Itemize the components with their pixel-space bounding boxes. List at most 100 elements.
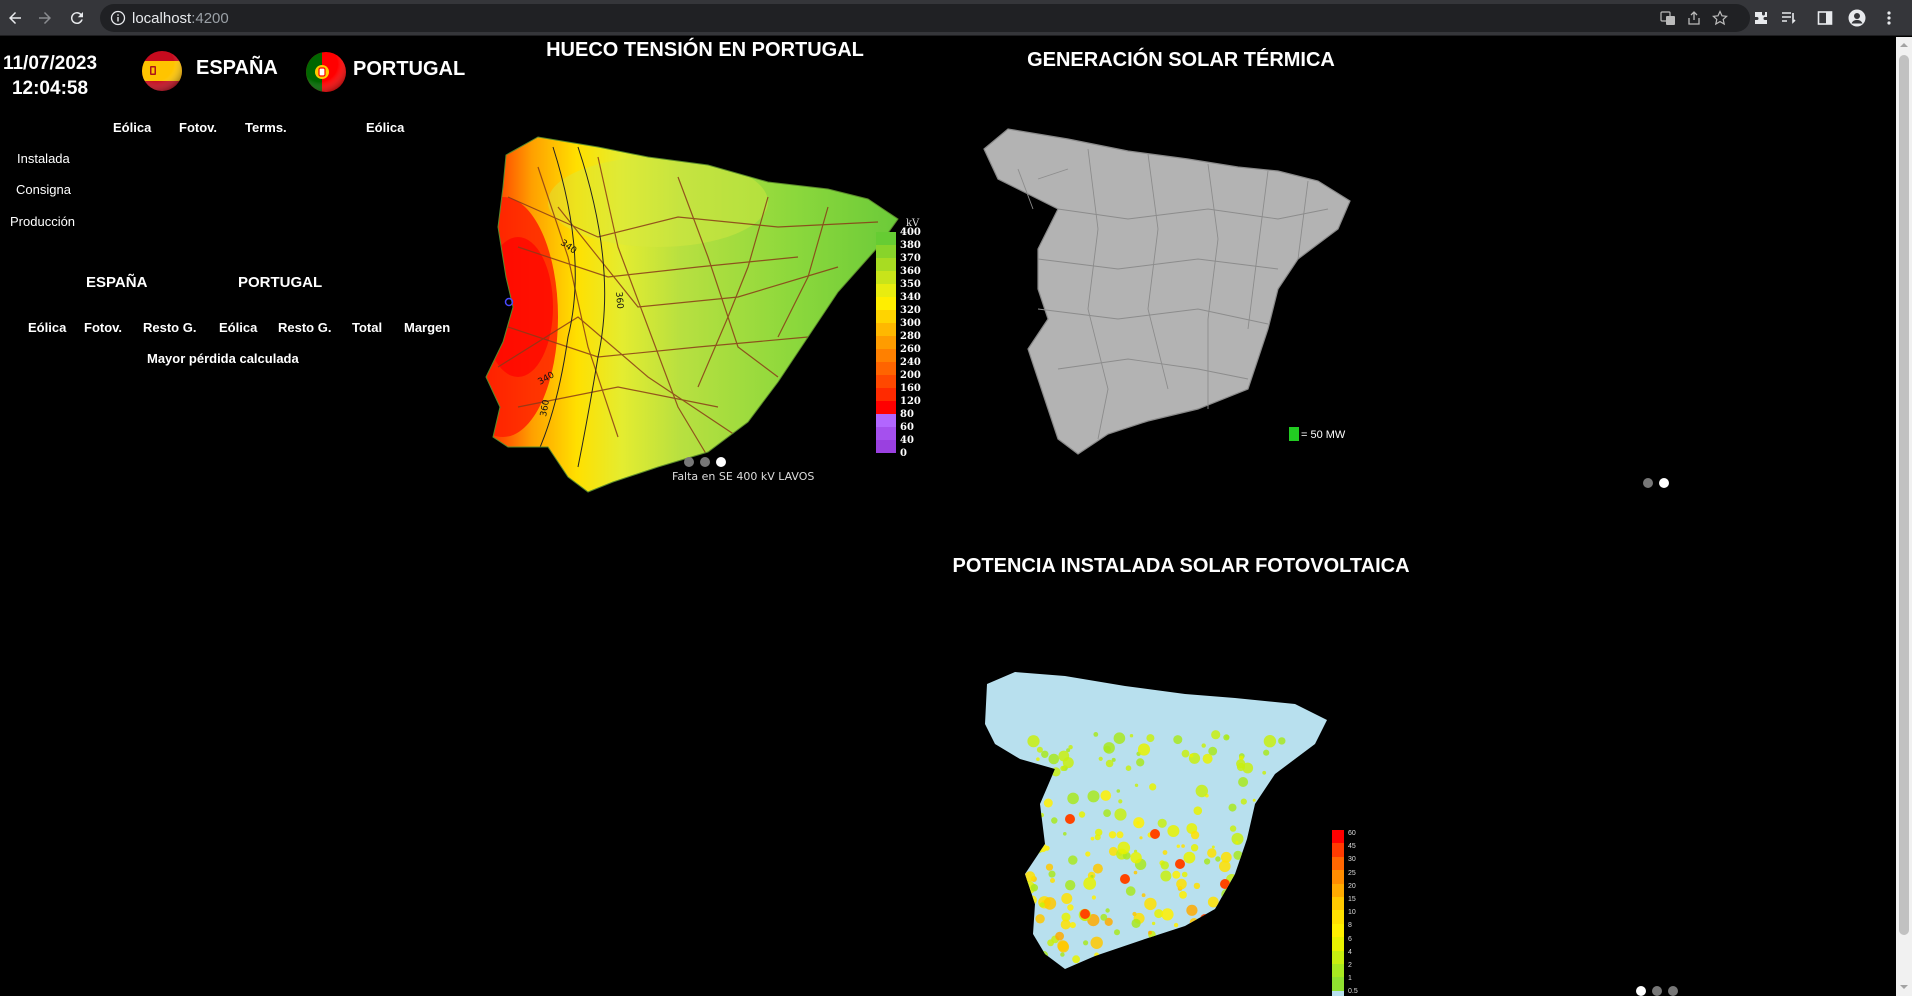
- fault-location-marker: [504, 297, 514, 307]
- voltage-panel-title: HUECO TENSIÓN EN PORTUGAL: [546, 39, 864, 61]
- carousel-dot[interactable]: [1659, 478, 1669, 488]
- voltage-legend-swatch: [876, 245, 896, 258]
- voltage-legend-swatch: [876, 414, 896, 427]
- dashboard-page: 11/07/2023 12:04:58 ESPAÑA PORTUGAL Eóli…: [0, 37, 1896, 996]
- pv-legend-value: 2: [1348, 961, 1352, 969]
- t2-footer-mayor-perdida: Mayor pérdida calculada: [147, 351, 299, 366]
- pv-legend-swatch: [1332, 963, 1344, 978]
- voltage-legend-swatch: [876, 310, 896, 323]
- thermal-map-spain: [983, 128, 1351, 455]
- pv-legend-value: 60: [1348, 830, 1356, 837]
- carousel-dot[interactable]: [684, 457, 694, 467]
- pv-legend-swatch: [1332, 896, 1344, 911]
- t2-col-eolica-es: Eólica: [28, 320, 67, 335]
- pv-density-map: [985, 672, 1327, 969]
- carousel-dot[interactable]: [716, 457, 726, 467]
- voltage-legend-value: 60: [900, 422, 914, 433]
- t2-col-resto-pt: Resto G.: [278, 320, 332, 335]
- voltage-legend-value: 0: [900, 448, 907, 459]
- voltage-legend-value: 400: [900, 227, 921, 238]
- voltage-legend-swatch: [876, 336, 896, 349]
- t1-row-consigna: Consigna: [16, 182, 71, 197]
- voltage-legend-value: 350: [900, 279, 921, 290]
- carousel-dot[interactable]: [1636, 986, 1646, 996]
- profile-icon[interactable]: [1844, 5, 1870, 31]
- voltage-legend-swatch: [876, 401, 896, 414]
- t1-col-fotov: Fotov.: [179, 120, 218, 135]
- extensions-icon[interactable]: [1748, 5, 1774, 31]
- pv-legend-swatch: [1332, 856, 1344, 871]
- voltage-legend-value: 120: [900, 396, 921, 407]
- pv-legend-swatch: [1332, 937, 1344, 951]
- voltage-legend-swatch: [876, 284, 896, 297]
- thermal-legend-label: = 50 MW: [1301, 429, 1346, 441]
- voltage-legend-swatch: [876, 232, 896, 245]
- reload-icon[interactable]: [62, 0, 92, 36]
- voltage-legend-value: 300: [900, 318, 921, 329]
- forward-icon[interactable]: [30, 0, 60, 36]
- pv-legend-value: 0.5: [1348, 988, 1358, 996]
- voltage-legend-swatch: [876, 375, 896, 388]
- side-panel-icon[interactable]: [1812, 5, 1838, 31]
- voltage-legend-swatch: [876, 297, 896, 310]
- voltage-legend-swatch: [876, 258, 896, 271]
- t2-col-margen: Margen: [404, 320, 451, 335]
- t2-group-portugal: PORTUGAL: [238, 274, 323, 291]
- carousel-dot[interactable]: [1643, 478, 1653, 488]
- pv-legend-swatch: [1332, 830, 1344, 844]
- voltage-legend-swatch: [876, 271, 896, 284]
- pv-legend-swatch: [1332, 977, 1344, 991]
- t2-col-resto-es: Resto G.: [143, 320, 197, 335]
- current-time: 12:04:58: [11, 78, 89, 99]
- voltage-legend-value: 340: [900, 292, 921, 303]
- share-icon[interactable]: [1680, 4, 1708, 32]
- pv-legend-swatch: [1332, 950, 1344, 964]
- voltage-carousel-dots[interactable]: [684, 457, 726, 467]
- pv-legend-swatch: [1332, 923, 1344, 938]
- site-info-icon[interactable]: [104, 4, 132, 32]
- voltage-legend-unit: kV: [906, 218, 920, 229]
- voltage-legend-value: 260: [900, 344, 921, 355]
- contour-label-360-a: 360: [613, 291, 624, 309]
- t2-col-eolica-pt: Eólica: [219, 320, 258, 335]
- voltage-legend-value: 320: [900, 305, 921, 316]
- page-scrollbar[interactable]: [1896, 37, 1912, 996]
- back-icon[interactable]: [0, 0, 30, 36]
- carousel-dot[interactable]: [700, 457, 710, 467]
- reading-list-icon[interactable]: [1776, 5, 1802, 31]
- pv-legend-value: 30: [1348, 856, 1356, 864]
- pv-carousel-dots[interactable]: [1636, 986, 1678, 996]
- t1-row-instalada: Instalada: [17, 151, 70, 166]
- carousel-dot[interactable]: [1668, 986, 1678, 996]
- pv-legend-swatch: [1332, 910, 1344, 924]
- pv-legend-value: 6: [1348, 935, 1352, 943]
- voltage-sag-map: 340 360 340 360 Falta en SE 400 kV LAVOS: [485, 136, 899, 493]
- contour-label-360-b: 360: [539, 399, 552, 418]
- url-text: localhost:4200: [132, 9, 229, 27]
- scrollbar-thumb[interactable]: [1899, 55, 1909, 935]
- voltage-legend-value: 40: [900, 435, 914, 446]
- more-menu-icon[interactable]: [1876, 5, 1902, 31]
- address-bar[interactable]: localhost:4200: [100, 4, 1750, 32]
- translate-icon[interactable]: [1654, 4, 1682, 32]
- t2-col-fotov: Fotov.: [84, 320, 123, 335]
- t1-col-eolica-es: Eólica: [113, 120, 152, 135]
- datetime: 11/07/2023 12:04:58: [0, 51, 110, 101]
- pv-legend-swatch: [1332, 990, 1344, 996]
- voltage-legend-value: 200: [900, 370, 921, 381]
- thermal-carousel-dots[interactable]: [1643, 478, 1669, 488]
- pv-legend-value: 4: [1348, 948, 1352, 956]
- pv-legend-value: 10: [1348, 909, 1356, 917]
- pv-legend-value: 15: [1348, 895, 1356, 903]
- carousel-dot[interactable]: [1652, 986, 1662, 996]
- pv-legend-swatch: [1332, 883, 1344, 897]
- t1-col-terms: Terms.: [245, 120, 287, 135]
- pv-legend-swatch: [1332, 843, 1344, 857]
- star-icon[interactable]: [1706, 4, 1734, 32]
- voltage-legend-value: 80: [900, 409, 914, 420]
- voltage-legend-swatch: [876, 388, 896, 401]
- voltage-legend-value: 160: [900, 383, 921, 394]
- voltage-legend-swatch: [876, 362, 896, 375]
- voltage-legend-value: 280: [900, 331, 921, 342]
